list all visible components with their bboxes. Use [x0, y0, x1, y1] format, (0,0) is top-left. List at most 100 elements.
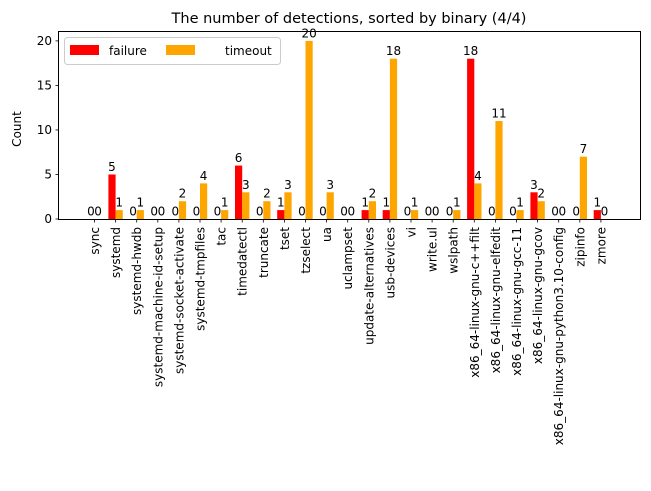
- value-label-failure-tzselect: 0: [298, 205, 306, 219]
- x-axis: sync systemd systemd-hwdb systemd-machine-i…: [88, 219, 608, 445]
- bar-timeout-truncate: [263, 201, 271, 219]
- x-tick-label-x86_64-linux-gnu-gcc-11: x86_64-linux-gnu-gcc-11: [510, 227, 524, 376]
- bar-timeout-x86_64-linux-gnu-c++filt: [474, 183, 482, 219]
- bar-timeout-systemd: [115, 210, 123, 219]
- y-tick-label: 20: [37, 34, 52, 48]
- x-tick-label-write.ul: write.ul: [426, 227, 440, 272]
- bar-timeout-x86_64-linux-gnu-gcc-11: [516, 210, 524, 219]
- bar-failure-usb-devices: [382, 210, 390, 219]
- value-label-timeout-uclampset: 0: [347, 205, 355, 219]
- x-tick-label-systemd-hwdb: systemd-hwdb: [130, 227, 144, 315]
- bar-timeout-ua: [326, 192, 334, 219]
- x-tick-label-usb-devices: usb-devices: [383, 227, 397, 298]
- bar-failure-systemd: [108, 174, 116, 219]
- value-label-timeout-truncate: 2: [263, 187, 271, 201]
- bar-timeout-tac: [221, 210, 229, 219]
- x-tick-label-zipinfo: zipinfo: [573, 227, 587, 267]
- x-tick-label-systemd-machine-id-setup: systemd-machine-id-setup: [151, 227, 165, 387]
- value-label-timeout-x86_64-linux-gnu-python3.10-config: 0: [558, 205, 566, 219]
- chart-title: The number of detections, sorted by bina…: [171, 11, 527, 27]
- value-label-timeout-systemd-tmpfiles: 4: [200, 169, 208, 183]
- value-label-timeout-systemd: 1: [115, 196, 123, 210]
- bar-timeout-vi: [411, 210, 419, 219]
- x-tick-label-vi: vi: [405, 227, 419, 237]
- bar-timeout-update-alternatives: [368, 201, 376, 219]
- bar-timeout-systemd-hwdb: [136, 210, 144, 219]
- x-tick-label-tac: tac: [215, 227, 229, 246]
- value-label-failure-zipinfo: 0: [572, 205, 580, 219]
- legend-label-timeout: timeout: [225, 44, 272, 58]
- value-label-failure-x86_64-linux-gnu-elfedit: 0: [488, 205, 496, 219]
- legend-swatch-failure: [70, 45, 99, 55]
- value-label-failure-systemd: 5: [108, 160, 116, 174]
- bar-timeout-x86_64-linux-gnu-elfedit: [495, 121, 503, 219]
- bar-failure-timedatectl: [235, 165, 243, 219]
- value-label-failure-tac: 0: [214, 205, 222, 219]
- plot-frame: [58, 31, 641, 220]
- bar-timeout-wslpath: [453, 210, 461, 219]
- x-tick-label-x86_64-linux-gnu-c++filt: x86_64-linux-gnu-c++filt: [468, 227, 482, 378]
- bars-group: [108, 40, 601, 220]
- bar-timeout-tset: [284, 192, 292, 219]
- value-label-timeout-systemd-machine-id-setup: 0: [158, 205, 166, 219]
- value-label-failure-uclampset: 0: [340, 205, 348, 219]
- value-label-failure-zmore: 1: [593, 196, 601, 210]
- x-tick-label-systemd-tmpfiles: systemd-tmpfiles: [194, 227, 208, 331]
- x-tick-label-x86_64-linux-gnu-gcov: x86_64-linux-gnu-gcov: [531, 227, 545, 364]
- y-tick-label: 15: [37, 78, 52, 92]
- bar-timeout-zipinfo: [579, 156, 587, 219]
- value-label-failure-usb-devices: 1: [382, 196, 390, 210]
- value-label-timeout-x86_64-linux-gnu-c++filt: 4: [474, 169, 482, 183]
- y-tick-label: 0: [44, 212, 52, 226]
- value-label-timeout-tzselect: 20: [301, 26, 316, 40]
- x-tick-label-sync: sync: [88, 227, 102, 255]
- value-label-timeout-vi: 1: [411, 196, 419, 210]
- value-label-timeout-x86_64-linux-gnu-gcc-11: 1: [516, 196, 524, 210]
- x-tick-label-truncate: truncate: [257, 227, 271, 278]
- bar-failure-update-alternatives: [361, 210, 369, 219]
- x-tick-label-x86_64-linux-gnu-elfedit: x86_64-linux-gnu-elfedit: [489, 227, 503, 374]
- x-tick-label-uclampset: uclampset: [341, 227, 355, 290]
- value-label-timeout-x86_64-linux-gnu-gcov: 2: [537, 187, 545, 201]
- value-label-timeout-x86_64-linux-gnu-elfedit: 11: [491, 107, 506, 121]
- value-label-timeout-wslpath: 1: [453, 196, 461, 210]
- x-tick-label-systemd-socket-activate: systemd-socket-activate: [172, 227, 186, 374]
- y-tick-label: 5: [44, 167, 52, 181]
- value-label-failure-x86_64-linux-gnu-python3.10-config: 0: [551, 205, 559, 219]
- x-tick-label-x86_64-linux-gnu-python3.10-config: x86_64-linux-gnu-python3.10-config: [552, 227, 566, 445]
- value-label-failure-wslpath: 0: [446, 205, 454, 219]
- value-label-failure-ua: 0: [319, 205, 327, 219]
- y-tick-label: 10: [37, 123, 52, 137]
- value-label-failure-systemd-socket-activate: 0: [171, 205, 179, 219]
- value-label-failure-sync: 0: [87, 205, 95, 219]
- bar-failure-x86_64-linux-gnu-gcov: [530, 192, 538, 219]
- legend-swatch-timeout: [166, 45, 195, 55]
- value-label-timeout-zipinfo: 7: [580, 142, 588, 156]
- value-label-timeout-tac: 1: [221, 196, 229, 210]
- value-label-failure-write.ul: 0: [425, 205, 433, 219]
- bar-timeout-timedatectl: [242, 192, 250, 219]
- value-label-timeout-ua: 3: [326, 178, 334, 192]
- x-tick-label-systemd: systemd: [109, 227, 123, 278]
- value-label-timeout-sync: 0: [94, 205, 102, 219]
- legend-label-failure: failure: [109, 44, 147, 58]
- bar-timeout-usb-devices: [389, 58, 398, 220]
- value-label-failure-systemd-tmpfiles: 0: [193, 205, 201, 219]
- x-tick-label-timedatectl: timedatectl: [236, 227, 250, 296]
- bar-timeout-systemd-tmpfiles: [200, 183, 208, 219]
- x-tick-label-tzselect: tzselect: [299, 227, 313, 274]
- value-label-timeout-systemd-hwdb: 1: [136, 196, 144, 210]
- legend: failure timeout: [64, 37, 281, 65]
- y-axis-label: Count: [10, 111, 24, 147]
- value-label-failure-systemd-machine-id-setup: 0: [150, 205, 158, 219]
- x-tick-label-ua: ua: [320, 227, 334, 242]
- value-label-timeout-write.ul: 0: [432, 205, 440, 219]
- bar-timeout-x86_64-linux-gnu-gcov: [537, 201, 545, 219]
- bar-failure-x86_64-linux-gnu-c++filt: [467, 58, 475, 220]
- value-label-timeout-systemd-socket-activate: 2: [179, 187, 187, 201]
- value-label-timeout-update-alternatives: 2: [369, 187, 377, 201]
- bar-timeout-systemd-socket-activate: [178, 201, 187, 219]
- value-label-failure-x86_64-linux-gnu-gcov: 3: [530, 178, 538, 192]
